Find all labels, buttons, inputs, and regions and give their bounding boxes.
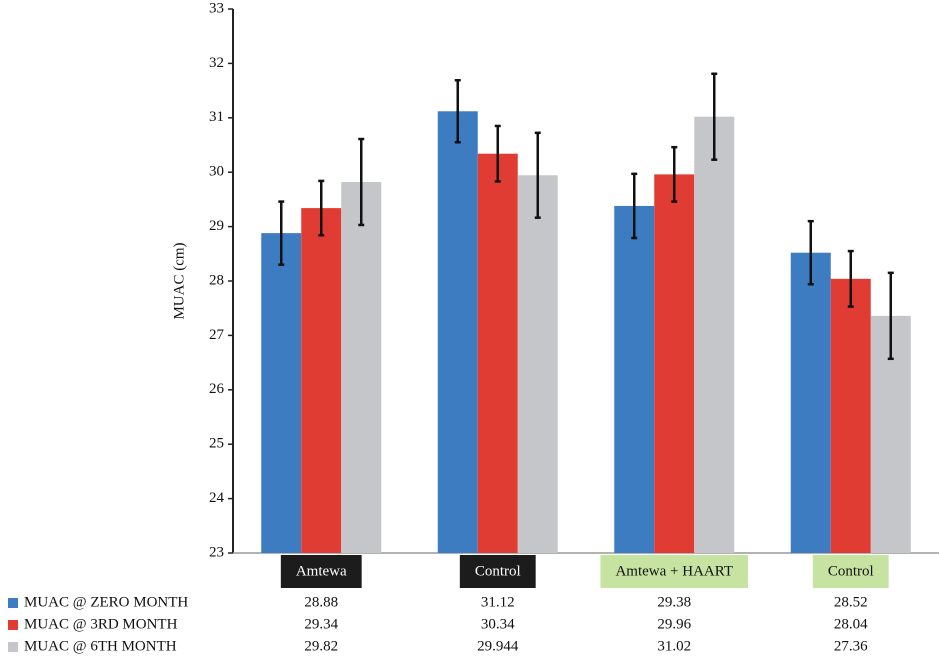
bar [694,116,735,553]
x-tick-label: Amtewa [296,563,347,579]
category-label-box [280,555,362,588]
table-value: 28.88 [304,594,338,610]
y-tick-label: 28 [209,272,224,288]
table-value: 31.02 [657,638,691,654]
table-value: 29.96 [657,616,691,632]
table-value: 27.36 [834,638,868,654]
y-tick-label: 25 [209,436,224,452]
table-value: 29.82 [304,638,338,654]
y-tick-label: 33 [209,0,224,16]
category-label-box [600,555,749,588]
y-tick-label: 31 [209,109,224,125]
bar [790,252,831,553]
table-value: 29.34 [304,616,338,632]
bar [517,175,558,553]
legend-label: MUAC @ 6TH MONTH [24,638,177,654]
y-tick-label: 32 [209,55,224,71]
y-tick-label: 23 [209,544,224,560]
y-axis-label: MUAC (cm) [171,242,187,319]
x-tick-label: Amtewa + HAART [615,563,733,579]
y-tick-label: 29 [209,218,224,234]
y-tick-label: 26 [209,381,225,397]
table-value: 31.12 [481,594,515,610]
legend-label: MUAC @ ZERO MONTH [24,594,188,610]
y-tick-label: 24 [209,490,225,506]
legend-swatch [8,620,18,630]
bar [477,153,518,554]
legend-label: MUAC @ 3RD MONTH [24,616,178,632]
table-value: 29.38 [657,594,691,610]
y-tick-label: 27 [209,327,225,343]
x-tick-label: Control [828,563,874,579]
legend-swatch [8,598,18,608]
table-value: 29.944 [477,638,519,654]
y-tick-label: 30 [209,164,224,180]
bar [341,181,382,553]
bar [654,174,695,553]
table-value: 28.52 [834,594,868,610]
bar [437,111,478,553]
bar [261,233,302,554]
bar [301,208,342,553]
x-tick-label: Control [475,563,521,579]
legend-swatch [8,642,18,652]
table-value: 28.04 [834,616,868,632]
category-label-box [812,555,889,588]
bar [830,278,871,553]
category-label-box [459,555,536,588]
bar [614,205,655,554]
table-value: 30.34 [481,616,515,632]
